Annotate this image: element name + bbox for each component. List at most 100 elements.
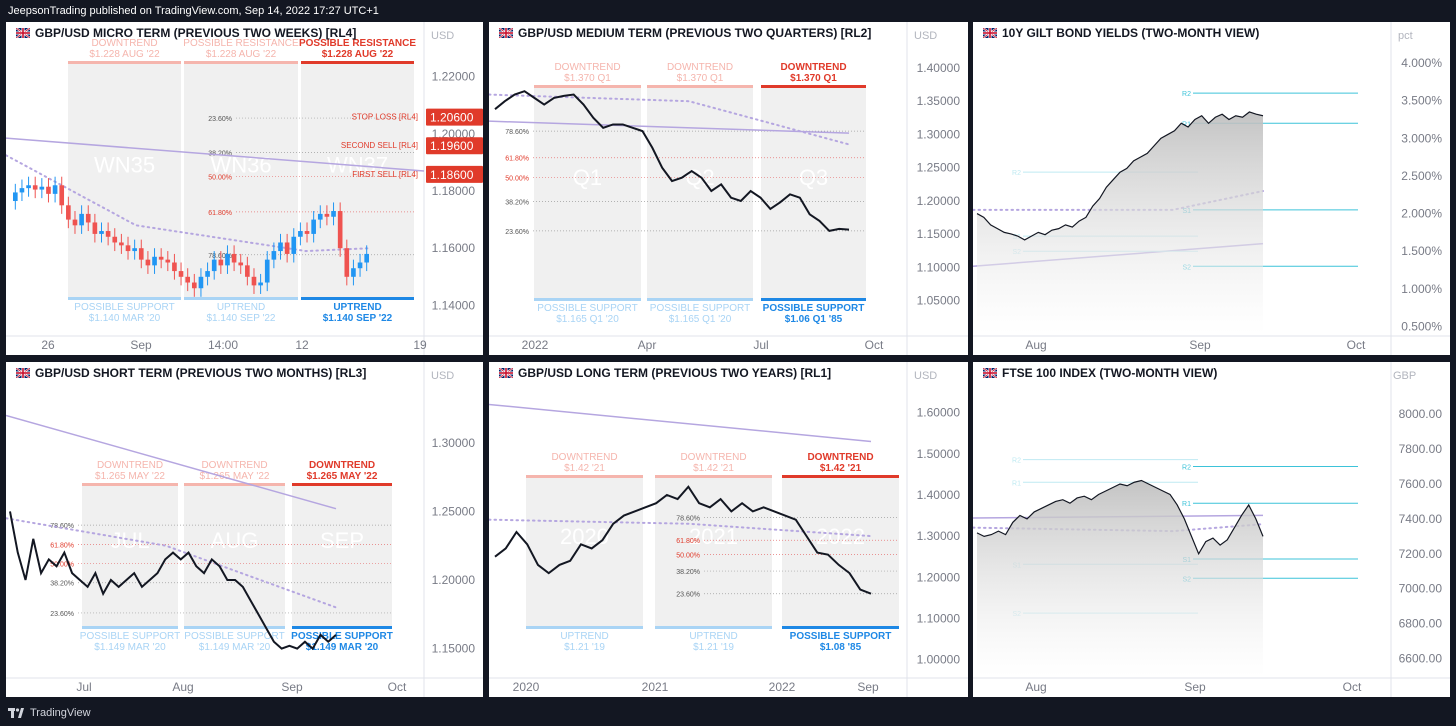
- zone-top-bar: [292, 483, 392, 486]
- zone-box: [647, 88, 753, 298]
- y-tick-label: 1.15000: [432, 642, 476, 656]
- x-tick-label: Aug: [172, 680, 193, 694]
- pivot-level-label: R2: [1012, 170, 1021, 177]
- zone-footer-value: $1.149 MAR '20: [306, 642, 379, 653]
- price-tag-badge: [426, 165, 483, 183]
- y-tick-label: 1.10000: [917, 611, 961, 625]
- publish-header: JeepsonTrading published on TradingView.…: [8, 5, 379, 17]
- zone-box: [526, 478, 643, 626]
- y-tick-label: 7600.00: [1399, 477, 1443, 491]
- zone-header-value: $1.228 AUG '22: [322, 49, 394, 60]
- zone-top-bar: [534, 85, 641, 88]
- fib-level-label: 50.00%: [50, 562, 74, 569]
- y-tick-label: 1.14000: [432, 298, 476, 312]
- price-tag-value: 1.19600: [430, 139, 474, 153]
- area-fill: [977, 111, 1263, 334]
- zone-bottom-bar: [782, 626, 899, 629]
- zone-footer-label: POSSIBLE SUPPORT: [184, 631, 284, 642]
- x-tick-label: Sep: [1184, 680, 1206, 694]
- y-tick-label: 1.50000: [917, 447, 961, 461]
- zone-box: [782, 478, 899, 626]
- zone-bottom-bar: [534, 298, 641, 301]
- price-line: [494, 485, 872, 595]
- candle-body: [99, 231, 104, 234]
- y-tick-label: 6800.00: [1399, 617, 1443, 631]
- chart-panel-rl2[interactable]: 1.40000 1.35000 1.30000 1.25000 1.20000 1.150…: [489, 22, 968, 355]
- y-tick-label: 3.500%: [1401, 94, 1442, 108]
- zone-footer-value: $1.140 SEP '22: [206, 313, 275, 324]
- zone-footer-value: $1.149 MAR '20: [199, 642, 271, 653]
- candle-body: [138, 248, 144, 260]
- zone-header-value: $1.42 '21: [820, 463, 862, 474]
- candle-body: [284, 242, 290, 254]
- uk-flag-icon: [15, 27, 31, 39]
- chart-panel-rl1[interactable]: 1.60000 1.50000 1.40000 1.30000 1.20000 1.100…: [489, 362, 968, 697]
- chart-title-rl3: GBP/USD SHORT TERM (PREVIOUS TWO MONTHS)…: [15, 366, 366, 380]
- zone-top-bar: [782, 475, 899, 478]
- candle-body: [172, 262, 177, 272]
- candle-body: [46, 186, 51, 194]
- y-tick-label: 1.40000: [917, 61, 961, 75]
- x-tick-label: 2020: [513, 680, 540, 694]
- zone-footer-value: $1.149 MAR '20: [94, 642, 166, 653]
- candle-body: [311, 219, 316, 234]
- zone-footer-value: $1.21 '19: [564, 642, 605, 653]
- candle-body: [198, 276, 204, 289]
- candle-body: [158, 256, 164, 260]
- x-tick-label: Oct: [865, 338, 884, 352]
- zone-top-bar: [301, 61, 414, 64]
- chart-panel-gilt[interactable]: 4.000% 3.500% 3.000% 2.500% 2.000% 1.500% 1.00…: [973, 22, 1450, 355]
- price-line: [976, 479, 1264, 556]
- zone-footer-label: UPTREND: [689, 631, 737, 642]
- zone-header-label: DOWNTREND: [201, 460, 267, 471]
- zone-bottom-bar: [82, 626, 178, 629]
- fib-level-label: 50.00%: [505, 176, 529, 183]
- chart-title-rl4: GBP/USD MICRO TERM (PREVIOUS TWO WEEKS) …: [15, 26, 356, 40]
- chart-panel-ftse[interactable]: 8000.00 7800.00 7600.00 7400.00 7200.00 7000.…: [973, 362, 1450, 697]
- y-tick-label: 1.20000: [432, 573, 476, 587]
- y-tick-label: 1.05000: [917, 294, 961, 308]
- zone-bottom-bar: [761, 298, 866, 301]
- area-fill: [977, 480, 1263, 676]
- candle-body: [245, 265, 250, 277]
- chart-svg-rl2: 1.40000 1.35000 1.30000 1.25000 1.20000 1.150…: [489, 22, 968, 355]
- zone-top-bar: [655, 475, 772, 478]
- zone-bottom-bar: [526, 626, 643, 629]
- fib-level-label: 50.00%: [676, 553, 700, 560]
- chart-panel-rl4[interactable]: 1.22000 1.20000 1.18000 1.16000 1.14000 26 Sep…: [6, 22, 483, 355]
- candle-body: [152, 256, 157, 266]
- chart-panel-rl3[interactable]: 1.30000 1.25000 1.20000 1.15000 Jul Aug Sep Oct…: [6, 362, 483, 697]
- candle-body: [165, 259, 171, 263]
- x-tick-label: 19: [413, 338, 427, 352]
- zone-bottom-bar: [184, 297, 298, 300]
- zone-header-value: $1.265 MAY '22: [95, 471, 165, 482]
- candle-body: [211, 259, 217, 272]
- fib-level-label: 78.60%: [208, 253, 232, 260]
- price-tag-value: 1.20600: [430, 111, 474, 125]
- zone-bottom-bar: [292, 626, 392, 629]
- footer-bar: TradingView: [0, 700, 1456, 726]
- chart-unit-rl2: USD: [914, 30, 938, 42]
- y-tick-label: 7200.00: [1399, 547, 1443, 561]
- candle-body: [205, 271, 210, 277]
- x-tick-label: Oct: [1343, 680, 1362, 694]
- candle-body: [125, 245, 131, 252]
- fib-level-label: 23.60%: [676, 592, 700, 599]
- zone-footer-value: $1.06 Q1 '85: [785, 314, 843, 325]
- zone-box: [68, 64, 181, 297]
- uk-flag-svg: [498, 367, 514, 379]
- x-tick-label: Apr: [638, 338, 657, 352]
- fib-level-label: 61.80%: [676, 538, 700, 545]
- fib-level-label: 61.80%: [50, 542, 74, 549]
- zone-top-bar: [82, 483, 178, 486]
- zone-footer-label: POSSIBLE SUPPORT: [763, 303, 865, 314]
- x-tick-label: Sep: [130, 338, 152, 352]
- zone-bottom-bar: [655, 626, 772, 629]
- pivot-level-label: R2: [1012, 458, 1021, 465]
- chart-svg-gilt: 4.000% 3.500% 3.000% 2.500% 2.000% 1.500% 1.00…: [973, 22, 1450, 355]
- y-tick-label: 1.30000: [917, 127, 961, 141]
- candle-body: [271, 251, 277, 260]
- price-tag-value: 1.18600: [430, 168, 474, 182]
- moving-average-line: [6, 137, 425, 172]
- zone-bottom-bar: [68, 297, 181, 300]
